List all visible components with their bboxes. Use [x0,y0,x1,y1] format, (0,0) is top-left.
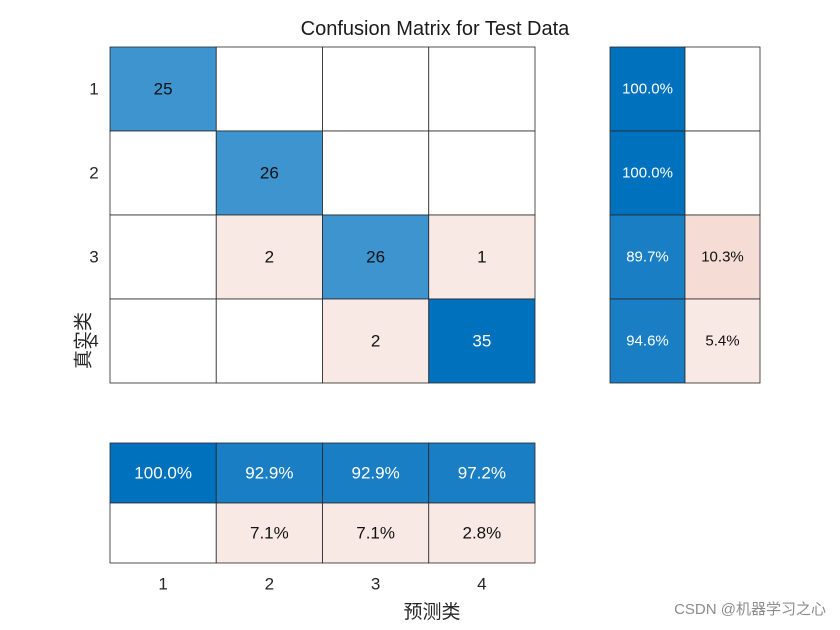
row-summary-value-4-1: 94.6% [626,333,669,350]
column-summary-cell-1-2 [215,442,323,504]
x-tick-label-1: 1 [158,575,167,594]
y-tick-label-1: 1 [89,80,98,99]
column-summary-value-2-4: 2.8% [463,524,502,543]
x-tick-label-3: 3 [371,575,380,594]
row-summary-value-1-1: 100.0% [622,81,673,98]
y-tick-label-2: 2 [89,164,98,183]
matrix-cell-1-4 [428,46,536,132]
x-tick-label-2: 2 [265,575,274,594]
row-summary-cell-1-2 [684,46,761,132]
row-summary-value-2-1: 100.0% [622,165,673,182]
matrix-value-3-2: 2 [265,248,274,267]
row-summary-value-3-2: 10.3% [701,249,744,266]
column-summary-cell-1-3 [322,442,430,504]
matrix-cell-2-1 [109,130,217,216]
column-summary-value-2-2: 7.1% [250,524,289,543]
matrix-value-1-1: 25 [154,80,173,99]
column-summary-cell-2-4 [428,502,536,564]
column-summary-cell-1-4 [428,442,536,504]
matrix-value-4-3: 2 [371,332,380,351]
chart-title: Confusion Matrix for Test Data [300,18,570,40]
row-summary-cell-3-1 [609,214,686,300]
matrix-value-3-3: 26 [366,248,385,267]
matrix-cell-2-3 [322,130,430,216]
column-summary-value-1-4: 97.2% [458,464,506,483]
column-summary-cell-1-1 [109,442,217,504]
matrix-cell-3-4 [428,214,536,300]
column-summary-value-1-3: 92.9% [352,464,400,483]
column-summary-value-1-2: 92.9% [245,464,293,483]
matrix-value-4-4: 35 [472,332,491,351]
row-summary-cell-4-2 [684,298,761,384]
row-summary-cell-2-1 [609,130,686,216]
matrix-cell-4-2 [215,298,323,384]
x-axis-label: 预测类 [403,601,461,623]
matrix-cell-3-1 [109,214,217,300]
row-summary-cell-2-2 [684,130,761,216]
column-summary-value-2-3: 7.1% [356,524,395,543]
y-tick-label-4: 4 [89,332,98,351]
x-tick-label-4: 4 [477,575,486,594]
matrix-cell-4-4 [428,298,536,384]
matrix-cell-1-1 [109,46,217,132]
row-summary-cell-3-2 [684,214,761,300]
column-summary-cell-2-3 [322,502,430,564]
matrix-value-3-4: 1 [477,248,486,267]
matrix-cell-3-2 [215,214,323,300]
column-summary-cell-2-1 [109,502,217,564]
matrix-cell-4-3 [322,298,430,384]
matrix-cell-4-1 [109,298,217,384]
row-summary-value-4-2: 5.4% [705,333,739,350]
matrix-cell-1-2 [215,46,323,132]
matrix-cell-2-4 [428,130,536,216]
column-summary-value-1-1: 100.0% [134,464,192,483]
column-summary-cell-2-2 [215,502,323,564]
row-summary-value-3-1: 89.7% [626,249,669,266]
y-tick-label-3: 3 [89,248,98,267]
matrix-cell-1-3 [322,46,430,132]
matrix-cell-3-3 [322,214,430,300]
matrix-value-2-2: 26 [260,164,279,183]
watermark: CSDN @机器学习之心 [674,601,826,618]
